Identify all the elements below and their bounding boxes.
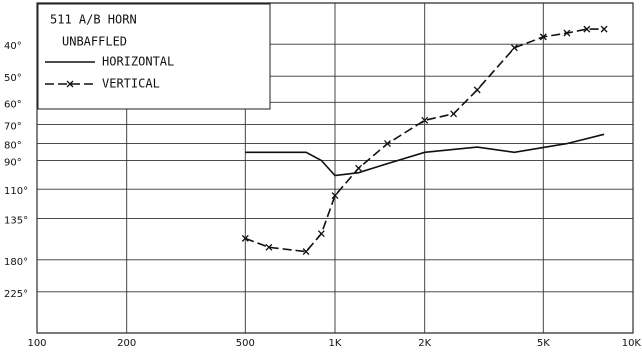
y-tick-label: 90° [4,157,22,168]
y-tick-label: 110° [4,186,28,197]
y-tick-label: 40° [4,41,22,52]
point-marker [241,234,249,242]
chart-subtitle: UNBAFFLED [62,35,127,49]
point-marker [317,230,325,238]
point-marker [331,192,339,200]
y-tick-label: 180° [4,257,28,268]
point-marker [473,86,481,94]
x-tick-label: 10K [622,338,642,349]
point-marker [510,44,518,52]
point-marker [450,110,458,118]
y-tick-label: 50° [4,73,22,84]
point-marker [384,140,391,148]
point-marker [421,116,429,124]
point-marker [302,248,310,256]
point-marker [600,25,608,33]
point-marker [539,33,547,41]
series-line [245,28,605,253]
legend-label: VERTICAL [102,77,160,91]
legend: HORIZONTAL VERTICAL [45,55,174,91]
chart-title: 511 A/B HORN [50,13,137,27]
x-tick-label: 1K [329,338,342,349]
legend-box [37,3,271,110]
labels: 40° 50° 60° 70° 80° 90° 110° 135° 180° 225° 100 200… [4,41,641,349]
y-tick-label: 135° [4,216,28,227]
point-marker [355,164,363,172]
x-tick-label: 100 [27,338,46,349]
series-line [245,133,605,177]
y-tick-label: 225° [4,289,28,300]
point-marker [265,243,273,251]
x-tick-label: 500 [236,338,255,349]
legend-label: HORIZONTAL [102,55,174,69]
point-marker [583,25,591,33]
y-tick-label: 60° [4,99,22,110]
y-tick-label: 70° [4,121,22,132]
x-tick-label: 2K [418,338,431,349]
data-lines [241,25,608,256]
x-tick-label: 5K [537,338,550,349]
x-tick-label: 200 [117,338,136,349]
point-marker [563,29,571,37]
y-tick-label: 80° [4,141,22,152]
legend-marker [66,80,74,88]
